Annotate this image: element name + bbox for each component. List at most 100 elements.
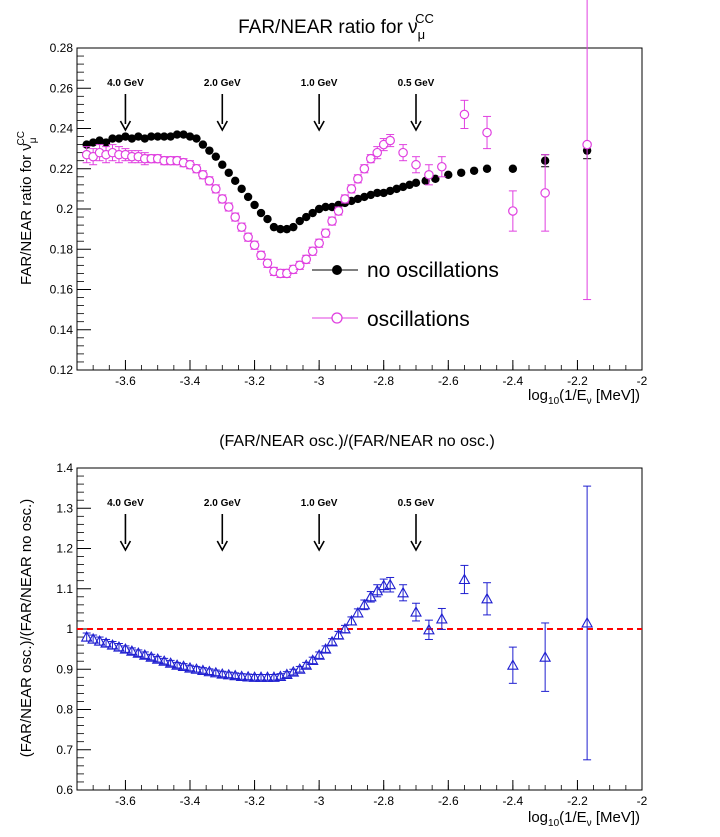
data-point [205,146,214,155]
x-tick-label: -2 [637,374,648,388]
energy-label: 4.0 GeV [107,78,144,89]
data-point [339,622,351,634]
data-point [482,164,492,173]
y-tick-label: 0.18 [50,242,74,256]
data-point [209,666,222,678]
energy-label: 1.0 GeV [301,78,338,89]
y-tick-label: 0.2 [56,202,73,216]
x-tick-label: -3 [314,794,325,808]
data-point [101,138,111,147]
data-point [313,649,326,660]
data-point [358,598,371,610]
data-point [172,130,182,139]
energy-arrowhead [410,120,422,132]
data-point [319,642,332,654]
data-point [255,671,267,682]
y-tick-label: 1.4 [56,461,73,475]
x-tick-label: -3.4 [180,794,201,808]
data-point [411,159,421,170]
y-tick-label: 0.22 [50,162,74,176]
energy-arrowhead [216,120,228,132]
data-point [236,222,247,232]
data-point [230,212,240,222]
x-tick-label: -3.6 [115,794,136,808]
data-point [333,206,344,216]
data-point [268,671,280,682]
energy-annotations: 4.0 GeV 2.0 GeV 1.0 GeV 0.5 GeV [107,498,435,552]
data-point [314,238,324,249]
data-point [250,200,259,210]
energy-annotations: 4.0 GeV 2.0 GeV 1.0 GeV 0.5 GeV [107,78,435,132]
data-point [506,659,519,670]
data-point [229,669,242,681]
energy-label: 2.0 GeV [204,498,241,509]
legend-label-no-osc: no oscillations [367,259,499,282]
energy-label: 0.5 GeV [398,498,435,509]
data-point [282,224,292,234]
data-point [224,168,233,177]
data-point [540,188,550,198]
data-point [177,660,190,671]
energy-label: 2.0 GeV [204,78,241,89]
data-point [351,606,364,618]
data-point [237,184,246,194]
data-point [371,584,384,596]
data-point [256,250,266,261]
data-point [211,184,221,194]
energy-arrowhead [119,540,132,552]
data-point [261,671,274,682]
data-point [140,134,149,143]
data-point [119,642,132,654]
y-tick-label: 1.1 [56,582,73,596]
energy-label: 1.0 GeV [301,498,338,509]
y-tick-label: 0.16 [50,283,74,297]
data-point [114,134,124,143]
data-point [88,138,98,147]
data-point [211,152,221,161]
data-point [437,161,447,172]
x-tick-label: -2.8 [373,794,394,808]
legend-marker-osc [331,312,343,324]
data-point [346,184,357,194]
data-point [153,132,162,141]
x-tick-label: -3.6 [115,374,136,388]
data-point [100,636,112,648]
energy-arrowhead [410,540,422,552]
data-point [222,668,235,680]
axes: -3.6 -3.4 -3.2 -3 -2.8 -2.6 -2.4 -2.2 -2 0.12 0.14… [50,41,648,388]
data-point [147,132,156,141]
chart-title: FAR/NEAR ratio for νμCC [238,11,434,42]
data-point [508,206,518,216]
y-axis-title-2: (FAR/NEAR osc.)/(FAR/NEAR no osc.) [18,499,35,757]
data-point [121,132,130,141]
data-point [262,258,273,269]
data-point [127,134,137,143]
y-tick-label: 0.26 [50,81,74,95]
data-point [223,202,234,212]
data-point [482,127,492,138]
data-point [398,147,408,158]
top-chart: FAR/NEAR ratio for νμCC FAR/NEAR ratio f… [16,0,648,407]
data-point [314,204,324,214]
data-point [321,202,330,212]
data-point [243,192,253,202]
data-point [392,184,401,194]
data-point [459,109,470,120]
y-tick-label: 1.3 [56,501,73,515]
data-point [353,174,363,184]
data-point [204,176,215,186]
data-point [185,132,195,141]
data-point [359,163,370,174]
y-tick-label: 0.24 [50,122,74,136]
data-point [411,178,421,188]
plot-frame [76,47,643,371]
y-tick-label: 1 [66,622,73,636]
x-tick-label: -2 [637,794,648,808]
x-tick-label: -3.2 [244,794,265,808]
data-point [308,208,317,218]
data-point [179,130,188,139]
x-tick-label: -2.4 [503,374,524,388]
data-point [243,232,253,242]
y-tick-label: 0.14 [50,323,74,337]
data-point [385,135,395,146]
